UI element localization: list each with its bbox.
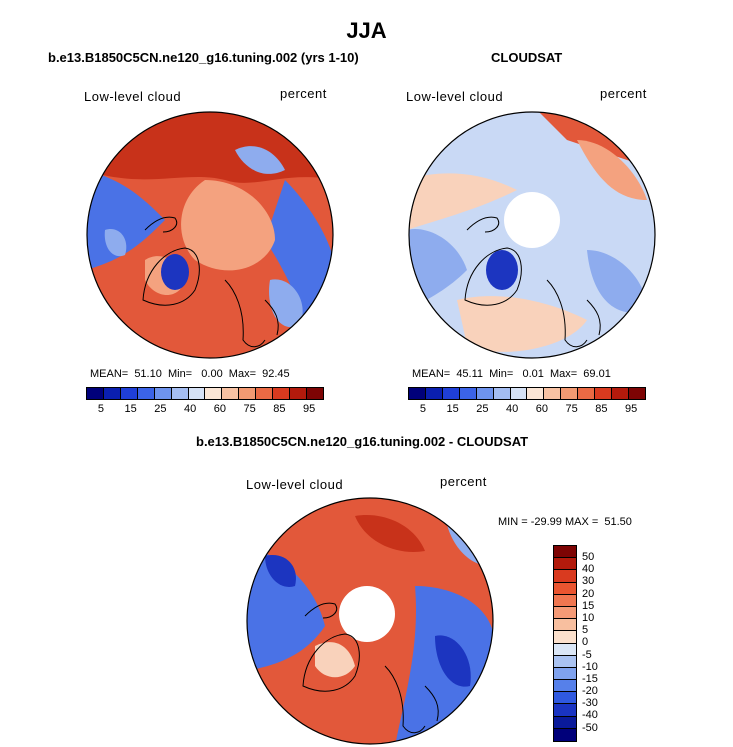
colorbar-swatch	[554, 631, 576, 644]
map-fill-west	[87, 170, 165, 270]
colorbar-swatch	[554, 680, 576, 693]
colorbar-swatch	[222, 388, 240, 399]
panel1-variable: Low-level cloud	[84, 89, 182, 104]
panel2-variable: Low-level cloud	[406, 89, 504, 104]
colorbar-swatch	[137, 388, 155, 399]
colorbar-swatch	[554, 570, 576, 583]
panel2-colorbar-labels: 5 15 25 40 60 75 85 95	[419, 403, 638, 415]
colorbar-swatch	[578, 388, 596, 399]
colorbar-swatch	[442, 388, 460, 399]
panel1-colorbar-labels: 5 15 25 40 60 75 85 95	[97, 403, 316, 415]
colorbar-swatch	[205, 388, 223, 399]
colorbar-swatch	[554, 546, 576, 559]
colorbar-swatch	[290, 388, 307, 399]
panel2-units: percent	[600, 86, 647, 101]
colorbar-swatch	[554, 704, 576, 717]
coastline	[464, 216, 601, 348]
panel2-title: CLOUDSAT	[491, 50, 563, 65]
panel1-colorbar	[86, 387, 324, 400]
panel2-colorbar	[408, 387, 646, 400]
panel1-stats: MEAN= 51.10 Min= 0.00 Max= 92.45	[90, 368, 290, 380]
coastline	[302, 602, 439, 734]
colorbar-swatch	[171, 388, 189, 399]
colorbar-swatch	[554, 667, 576, 681]
colorbar-swatch	[628, 388, 645, 399]
panel1-title: b.e13.B1850C5CN.ne120_g16.tuning.002 (yr…	[48, 50, 359, 65]
colorbar-swatch	[527, 388, 545, 399]
colorbar-swatch	[87, 388, 104, 399]
panel2-polar-map	[408, 111, 656, 359]
coastline	[142, 216, 279, 348]
colorbar-swatch	[306, 388, 323, 399]
map-fill-center	[181, 180, 275, 271]
panel3-units: percent	[440, 474, 487, 489]
colorbar-swatch	[239, 388, 257, 399]
panel3-stats: MIN = -29.99 MAX = 51.50	[498, 516, 632, 528]
panel3-colorbar	[553, 545, 577, 742]
colorbar-swatch	[510, 388, 528, 399]
panel3-variable: Low-level cloud	[246, 477, 344, 492]
panel3-title: b.e13.B1850C5CN.ne120_g16.tuning.002 - C…	[196, 434, 529, 449]
colorbar-swatch	[554, 558, 576, 571]
colorbar-swatch	[476, 388, 494, 399]
map-fill-north	[87, 112, 333, 183]
colorbar-swatch	[409, 388, 426, 399]
colorbar-swatch	[459, 388, 477, 399]
colorbar-swatch	[554, 606, 576, 620]
colorbar-swatch	[103, 388, 121, 399]
colorbar-swatch	[554, 728, 576, 741]
colorbar-swatch	[554, 594, 576, 607]
panel3-polar-map	[246, 497, 494, 745]
panel3-colorbar-labels: 50 40 30 20 15 10 5 0 -5 -10 -15 -20 -30 -40 -50	[582, 551, 598, 734]
colorbar-swatch	[612, 388, 629, 399]
colorbar-swatch	[554, 655, 576, 668]
colorbar-swatch	[554, 619, 576, 632]
colorbar-swatch	[493, 388, 511, 399]
pole-hole	[504, 192, 560, 248]
season-title: JJA	[346, 18, 387, 43]
colorbar-swatch	[256, 388, 274, 399]
colorbar-swatch	[554, 643, 576, 656]
colorbar-swatch	[154, 388, 172, 399]
colorbar-swatch	[188, 388, 206, 399]
colorbar-swatch	[544, 388, 562, 399]
map-fill-greenland-low	[161, 254, 189, 290]
colorbar-swatch	[554, 692, 576, 705]
panel1-units: percent	[280, 86, 327, 101]
colorbar-swatch	[273, 388, 291, 399]
colorbar-swatch	[554, 582, 576, 595]
colorbar-swatch	[554, 716, 576, 729]
colorbar-swatch	[595, 388, 613, 399]
pole-hole	[339, 586, 395, 642]
panel1-polar-map	[86, 111, 334, 359]
colorbar-swatch	[425, 388, 443, 399]
colorbar-swatch	[120, 388, 138, 399]
colorbar-swatch	[561, 388, 579, 399]
panel2-stats: MEAN= 45.11 Min= 0.01 Max= 69.01	[412, 368, 611, 380]
